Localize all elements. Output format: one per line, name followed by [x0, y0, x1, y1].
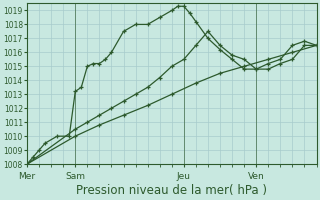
X-axis label: Pression niveau de la mer( hPa ): Pression niveau de la mer( hPa ): [76, 184, 267, 197]
